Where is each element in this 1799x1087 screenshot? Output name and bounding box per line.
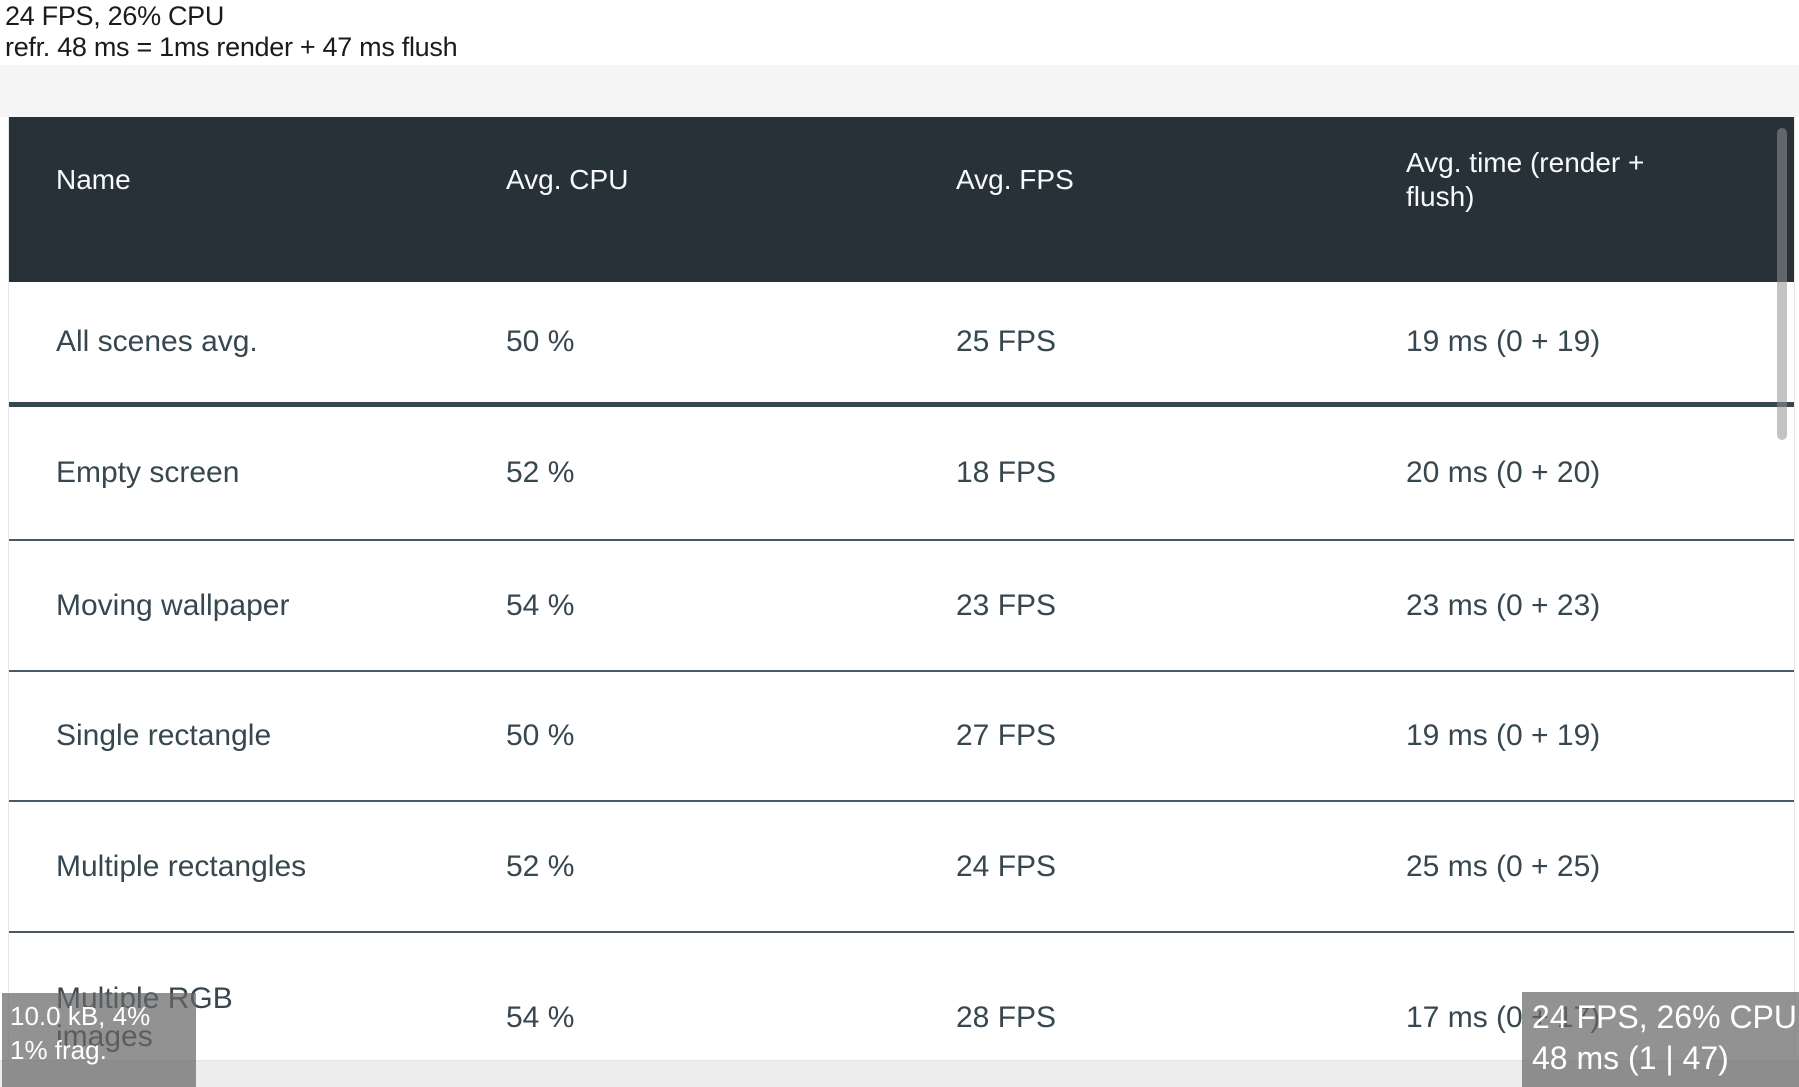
cpu-cell: 54 % [506,1001,575,1034]
fps-cell: 18 FPS [956,456,1057,489]
name-cell: Multiple rectangles [56,849,307,883]
fps-cell: 23 FPS [956,588,1057,622]
perf-status: 24 FPS, 26% CPU refr. 48 ms = 1ms render… [5,1,458,63]
time-cell: 25 ms (0 + 25) [1406,849,1601,883]
fps-cell: 28 FPS [956,1001,1057,1034]
fps-cell: 25 FPS [956,325,1057,358]
table-row: Moving wallpaper 54 % 23 FPS 23 ms (0 + … [9,541,1794,672]
table-row: Single rectangle 50 % 27 FPS 19 ms (0 + … [9,672,1794,802]
name-cell: Moving wallpaper [56,588,290,622]
perf-status-line2: refr. 48 ms = 1ms render + 47 ms flush [5,32,458,62]
name-cell: Empty screen [56,456,240,489]
name-cell: All scenes avg. [56,325,258,358]
frame-stats-line2: 48 ms (1 | 47) [1532,1040,1729,1076]
top-strip [0,65,1799,117]
name-cell: Single rectangle [56,719,272,752]
header-cell-avg-time: Avg. time (render + flush) [1406,146,1645,212]
frame-stats-overlay: 24 FPS, 26% CPU 48 ms (1 | 47) [1522,992,1799,1087]
cpu-cell: 52 % [506,849,575,883]
cpu-cell: 54 % [506,588,575,622]
fps-cell: 24 FPS [956,849,1057,883]
table-header: Name Avg. CPU Avg. FPS Avg. time (render… [9,117,1794,282]
memory-stats-line1: 10.0 kB, 4% [10,1001,151,1031]
time-cell: 19 ms (0 + 19) [1406,325,1601,358]
cpu-cell: 52 % [506,456,575,489]
table-row: Multiple rectangles 52 % 24 FPS 25 ms (0… [9,802,1794,933]
time-cell: 19 ms (0 + 19) [1406,719,1601,752]
memory-stats-overlay: 10.0 kB, 4% 1% frag. [2,993,196,1087]
table-row-summary: All scenes avg. 50 % 25 FPS 19 ms (0 + 1… [9,282,1794,407]
time-cell: 20 ms (0 + 20) [1406,456,1601,489]
benchmark-table: Name Avg. CPU Avg. FPS Avg. time (render… [8,117,1795,1060]
frame-stats-line1: 24 FPS, 26% CPU [1532,999,1797,1035]
header-cell-name: Name [56,163,131,195]
fps-cell: 27 FPS [956,719,1057,752]
cpu-cell: 50 % [506,325,575,358]
vertical-scrollbar-thumb[interactable] [1777,128,1787,440]
perf-status-line1: 24 FPS, 26% CPU [5,1,225,31]
header-cell-avg-cpu: Avg. CPU [506,163,629,195]
cpu-cell: 50 % [506,719,575,752]
time-cell: 23 ms (0 + 23) [1406,588,1601,622]
table-row: Empty screen 52 % 18 FPS 20 ms (0 + 20) [9,407,1794,541]
bottom-strip [0,1060,1799,1087]
memory-stats-line2: 1% frag. [10,1035,107,1065]
header-cell-avg-fps: Avg. FPS [956,163,1074,195]
